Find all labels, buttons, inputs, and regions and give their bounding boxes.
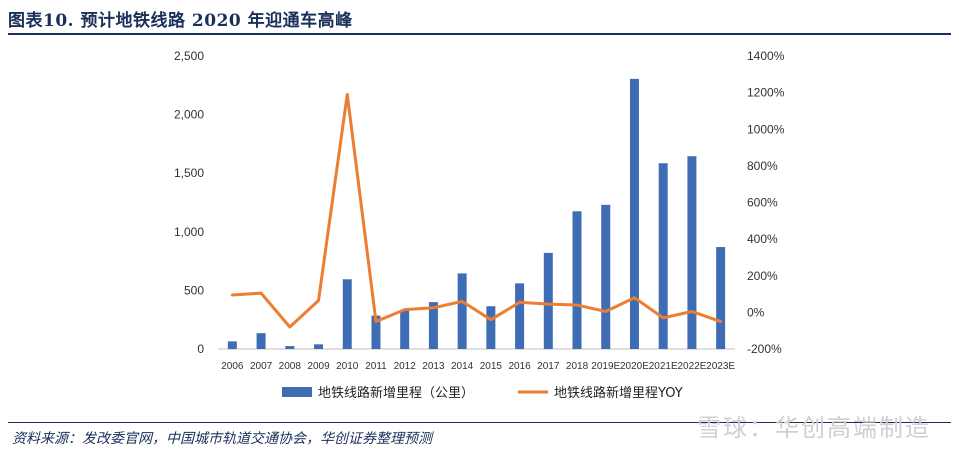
bar [658,163,668,349]
x-tick-label: 2018 [566,361,589,372]
left-axis: 0 500 1,000 1,500 2,000 2,500 [174,49,204,356]
bar [400,310,410,349]
yoy-line [230,92,723,329]
legend-line-label: 地铁线路新增里程YOY [554,385,683,401]
right-y-tick-label: -200% [747,342,782,356]
x-tick-label: 2010 [336,361,359,372]
x-tick-label: 2019E [591,361,620,372]
x-tick-label: 2012 [394,361,417,372]
bar [314,344,324,349]
left-y-tick-label: 1,000 [174,225,204,239]
bar [687,156,697,349]
page-title: 图表10. 预计地铁线路 2020 年迎通车高峰 [8,11,353,31]
right-y-tick-label: 1200% [747,86,785,100]
left-y-tick-label: 2,000 [174,108,204,122]
bar [572,211,582,349]
legend-bar-swatch [282,387,312,397]
x-tick-label: 2009 [307,361,330,372]
bar [716,247,726,349]
x-tick-label: 2014 [451,361,474,372]
x-tick-label: 2022E [677,361,706,372]
bar [601,204,611,349]
x-tick-label: 2020E [620,361,649,372]
bar [543,252,553,349]
x-tick-label: 2021E [649,361,678,372]
right-y-tick-label: 1000% [747,122,785,136]
right-axis: -200% 0% 200% 400% 600% 800% 1000% 1200% 1400% [747,49,785,356]
bar [256,333,266,349]
left-y-tick-label: 2,500 [174,49,204,63]
right-y-tick-label: 1400% [747,49,785,63]
x-tick-label: 2006 [221,361,244,372]
x-tick-label: 2015 [480,361,503,372]
watermark: 雪球：华创高端制造 [697,414,931,442]
bar [629,78,639,349]
bar [227,341,237,349]
x-tick-label: 2023E [706,361,735,372]
source-note: 资料来源：发改委官网，中国城市轨道交通协会，华创证券整理预测 [12,431,432,447]
x-axis-ticks: 2006 2007 2008 2009 2010 2011 2012 2013 2014 2015… [221,361,735,372]
left-y-tick-label: 0 [197,342,204,356]
footer-divider [8,422,951,423]
left-y-tick-label: 1,500 [174,166,204,180]
x-tick-label: 2017 [537,361,560,372]
right-y-tick-label: 0% [747,305,765,319]
line-series [230,92,723,329]
right-y-tick-label: 400% [747,232,778,246]
bar [457,273,467,349]
bar [515,283,525,349]
bar [285,346,295,349]
x-tick-label: 2016 [508,361,531,372]
right-y-tick-label: 800% [747,159,778,173]
right-y-tick-label: 600% [747,196,778,210]
bar [486,306,496,349]
bar [342,279,352,349]
legend: 地铁线路新增里程（公里） 地铁线路新增里程YOY [282,385,683,401]
x-tick-label: 2011 [365,361,387,372]
left-y-tick-label: 500 [184,283,204,297]
x-tick-label: 2013 [422,361,445,372]
bar-series [227,78,726,349]
right-y-tick-label: 200% [747,269,778,283]
legend-bar-label: 地铁线路新增里程（公里） [318,385,474,401]
x-tick-label: 2008 [279,361,302,372]
title-divider [8,33,951,35]
bar [428,302,438,349]
x-tick-label: 2007 [250,361,273,372]
bar [371,315,381,349]
